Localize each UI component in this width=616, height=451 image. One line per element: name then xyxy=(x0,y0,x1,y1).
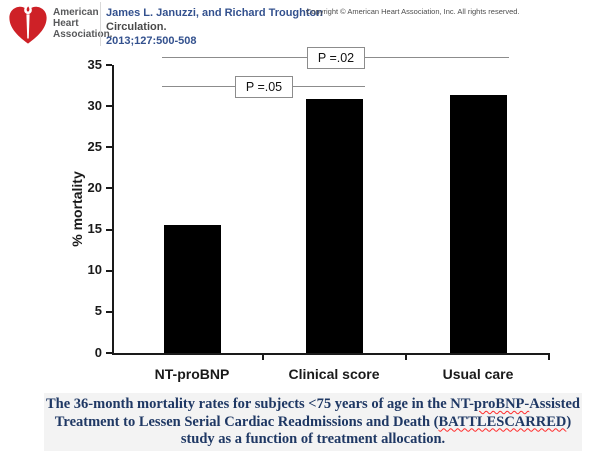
citation-journal: Circulation. xyxy=(106,21,167,33)
y-tick-label: 5 xyxy=(94,303,102,319)
y-tick xyxy=(106,64,112,66)
y-tick xyxy=(106,187,112,190)
y-tick-label: 10 xyxy=(87,262,102,278)
caption-line: study as a function of treatment allocat… xyxy=(44,431,582,449)
caption-text-spellcheck-squiggle: proBNP- xyxy=(473,396,530,412)
figure-caption: The 36-month mortality rates for subject… xyxy=(44,393,582,451)
y-tick-label: 30 xyxy=(87,97,102,113)
y-tick xyxy=(106,105,112,108)
x-category-label: Usual care xyxy=(442,366,514,382)
y-tick-label: 0 xyxy=(94,344,102,360)
bar-nt-probnp xyxy=(163,225,221,353)
p-value-label: P =.02 xyxy=(307,47,365,70)
y-tick xyxy=(106,146,112,149)
y-tick-label: 35 xyxy=(87,56,102,72)
caption-text: study as a function of treatment allocat… xyxy=(180,431,446,447)
caption-line: Treatment to Lessen Serial Cardiac Readm… xyxy=(44,414,582,432)
x-category-label: NT-proBNP xyxy=(154,366,230,382)
aha-logo-wordmark: American Heart Association. xyxy=(53,7,112,40)
y-tick-label: 20 xyxy=(87,179,102,195)
caption-text: Treatment to Lessen Serial Cardiac Readm… xyxy=(54,413,439,430)
citation-reference: 2013;127:500-508 xyxy=(106,35,197,47)
citation-authors: James L. Januzzi, and Richard Troughton xyxy=(106,7,323,19)
y-tick xyxy=(106,352,112,354)
x-category-label: Clinical score xyxy=(288,366,380,382)
y-tick xyxy=(106,310,112,313)
x-axis xyxy=(112,353,550,355)
y-tick-label: 15 xyxy=(87,221,102,237)
bar-usual-care xyxy=(449,95,507,353)
y-tick xyxy=(106,269,112,272)
caption-text: ) xyxy=(566,413,572,430)
caption-text: Assisted xyxy=(529,396,580,412)
header-divider xyxy=(100,2,101,46)
p-value-label: P =.05 xyxy=(235,75,293,98)
bar-chart: 0 5 10 15 20 25 30 35 % mortality NT-proBNP Clinic… xyxy=(0,47,616,395)
logo-word-american: American xyxy=(53,7,99,18)
caption-line: The 36-month mortality rates for subject… xyxy=(44,396,582,414)
caption-text: The 36-month mortality rates for subject… xyxy=(46,396,474,412)
x-tick xyxy=(548,355,550,360)
x-tick xyxy=(262,355,264,360)
copyright-notice: Copyright © American Heart Association, … xyxy=(306,7,520,16)
y-tick-label: 25 xyxy=(87,138,102,154)
caption-text-spellcheck-squiggle: BATTLESCARRED xyxy=(438,413,567,430)
x-tick xyxy=(405,355,407,360)
y-tick xyxy=(106,228,112,231)
y-axis xyxy=(112,65,114,355)
aha-heart-torch-logo-icon xyxy=(9,3,47,44)
citation: James L. Januzzi, and Richard Troughton … xyxy=(106,6,336,48)
bar-clinical-score xyxy=(305,98,363,353)
logo-word-heart: Heart xyxy=(53,18,79,29)
slide-header: American Heart Association. James L. Jan… xyxy=(0,0,616,48)
y-axis-title: % mortality xyxy=(69,171,85,247)
logo-word-association: Association. xyxy=(53,29,113,40)
